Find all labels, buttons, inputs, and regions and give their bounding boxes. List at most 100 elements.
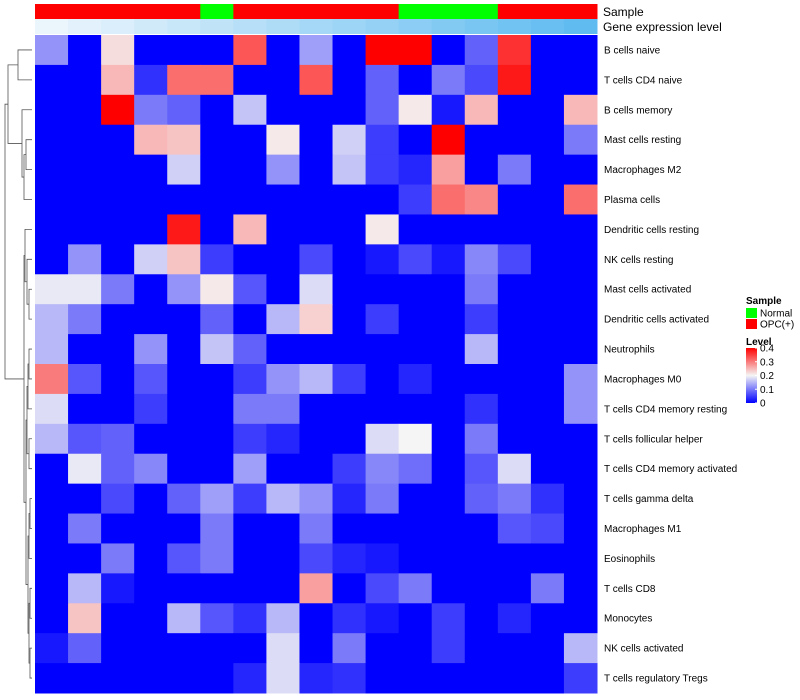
heatmap-cell: [398, 573, 433, 604]
heatmap-cell: [563, 154, 598, 186]
heatmap-cell: [266, 543, 300, 574]
dendrogram-branch: [26, 258, 32, 305]
heatmap-cell: [431, 573, 466, 604]
heatmap-cell: [530, 453, 565, 485]
heatmap-cell: [530, 633, 565, 664]
heatmap-cell: [233, 423, 267, 455]
heatmap-cell: [563, 304, 598, 335]
expression-annotation-cell: [134, 19, 168, 34]
heatmap-cell: [530, 543, 565, 574]
heatmap-cell: [134, 663, 168, 694]
heatmap-cell: [200, 364, 234, 395]
legend-tick-label: 0.4: [760, 344, 774, 355]
heatmap-cell: [266, 154, 300, 186]
heatmap-cell: [563, 513, 598, 544]
heatmap-cell: [134, 423, 168, 455]
legend-tick-label: 0.2: [760, 371, 774, 382]
sample-annotation-cell: [134, 4, 168, 19]
heatmap-cell: [200, 573, 234, 604]
dendrogram-branch: [24, 229, 32, 283]
heatmap-cell: [398, 154, 433, 186]
expression-annotation-cell: [365, 19, 400, 34]
heatmap-cell: [464, 94, 499, 126]
expression-annotation-cell: [233, 19, 267, 34]
heatmap-cell: [530, 64, 565, 96]
heatmap-cell: [497, 124, 532, 156]
heatmap-cell: [431, 663, 466, 694]
heatmap-cell: [398, 513, 433, 544]
row-label: Monocytes: [604, 614, 652, 625]
annotation-tracks: [35, 4, 598, 34]
heatmap-cell: [266, 483, 300, 515]
heatmap-cell: [35, 393, 69, 425]
heatmap-cell: [101, 663, 135, 694]
sample-annotation-cell: [530, 4, 565, 19]
heatmap-cell: [563, 184, 598, 215]
heatmap-cell: [530, 573, 565, 604]
heatmap-cell: [365, 154, 400, 186]
dendrogram-branch: [7, 64, 22, 144]
row-label: Dendritic cells activated: [604, 315, 709, 326]
heatmap-cell: [365, 64, 400, 96]
heatmap-cell: [200, 94, 234, 126]
heatmap-cell: [134, 603, 168, 634]
heatmap-cell: [68, 64, 102, 96]
heatmap-cell: [299, 513, 334, 544]
heatmap-cell: [35, 483, 69, 515]
heatmap-cell: [299, 543, 334, 574]
row-label: Eosinophils: [604, 554, 655, 565]
heatmap-cell: [332, 663, 367, 694]
expression-annotation-cell: [167, 19, 201, 34]
heatmap-cell: [563, 603, 598, 634]
heatmap-cell: [530, 304, 565, 335]
heatmap-cell: [35, 633, 69, 664]
heatmap-cell: [398, 124, 433, 156]
expression-annotation-cell: [266, 19, 300, 34]
heatmap-cell: [299, 274, 334, 305]
legend-color-bar: [746, 348, 757, 403]
heatmap-cell: [431, 483, 466, 515]
expression-annotation-cell: [35, 19, 69, 34]
heatmap-cell: [530, 184, 565, 215]
heatmap-cell: [233, 304, 267, 335]
heatmap-cell: [464, 184, 499, 215]
heatmap-cell: [497, 304, 532, 335]
heatmap-cell: [68, 274, 102, 305]
heatmap-cell: [398, 483, 433, 515]
dendrogram-branch: [21, 109, 32, 178]
sample-annotation-cell: [497, 4, 532, 19]
heatmap-cell: [332, 124, 367, 156]
heatmap-cell: [299, 244, 334, 275]
heatmap-cell: [233, 274, 267, 305]
heatmap-cell: [35, 543, 69, 574]
heatmap-cell: [134, 543, 168, 574]
heatmap-cell: [365, 214, 400, 245]
heatmap-cell: [200, 513, 234, 544]
heatmap-cell: [464, 513, 499, 544]
heatmap-cell: [464, 274, 499, 305]
heatmap-cell: [530, 663, 565, 694]
heatmap-cell: [200, 393, 234, 425]
row-label: Neutrophils: [604, 345, 655, 356]
heatmap-cell: [68, 663, 102, 694]
heatmap-cell: [266, 423, 300, 455]
heatmap-cell: [167, 94, 201, 126]
heatmap-cell: [497, 663, 532, 694]
heatmap-cell: [563, 274, 598, 305]
heatmap-cell: [167, 633, 201, 664]
heatmap-cell: [68, 393, 102, 425]
heatmap-cell: [497, 603, 532, 634]
row-label: NK cells activated: [604, 644, 683, 655]
heatmap-cell: [266, 274, 300, 305]
heatmap-cell: [134, 453, 168, 485]
heatmap-cell: [134, 64, 168, 96]
heatmap-cell: [530, 483, 565, 515]
heatmap-cell: [233, 124, 267, 156]
heatmap-cell: [233, 214, 267, 245]
heatmap-cell: [431, 64, 466, 96]
heatmap-cell: [266, 304, 300, 335]
heatmap-cell: [167, 64, 201, 96]
row-label: Dendritic cells resting: [604, 225, 699, 236]
heatmap-cell: [233, 573, 267, 604]
heatmap-cell: [332, 64, 367, 96]
